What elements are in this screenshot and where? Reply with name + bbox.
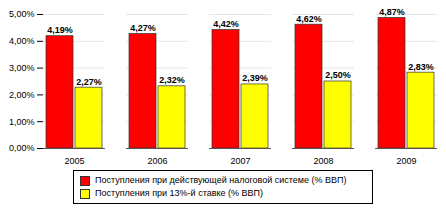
svg-text:4,19%: 4,19%	[47, 25, 73, 35]
svg-text:2,27%: 2,27%	[76, 77, 102, 87]
svg-text:3,00%: 3,00%	[9, 63, 35, 73]
svg-text:4,62%: 4,62%	[296, 14, 322, 24]
svg-text:1,00%: 1,00%	[9, 117, 35, 127]
svg-text:2,83%: 2,83%	[408, 62, 434, 72]
html-text:Поступления при действующей на: Поступления при действующей налоговой си…	[95, 175, 347, 185]
svg-text:2005: 2005	[64, 156, 84, 166]
svg-text:2009: 2009	[396, 156, 416, 166]
svg-text:2,39%: 2,39%	[242, 73, 268, 83]
svg-text:4,27%: 4,27%	[130, 23, 156, 33]
svg-text:2008: 2008	[313, 156, 333, 166]
svg-text:2,00%: 2,00%	[9, 90, 35, 100]
html-text:Поступления при 13%-й ставке (: Поступления при 13%-й ставке (% ВВП)	[95, 188, 263, 198]
svg-text:2,32%: 2,32%	[159, 75, 185, 85]
svg-text:2007: 2007	[230, 156, 250, 166]
svg-text:0,00%: 0,00%	[9, 143, 35, 153]
svg-text:2,50%: 2,50%	[325, 70, 351, 80]
svg-text:5,00%: 5,00%	[9, 9, 35, 19]
svg-text:4,00%: 4,00%	[9, 36, 35, 46]
svg-text:4,42%: 4,42%	[213, 19, 239, 29]
svg-text:2006: 2006	[147, 156, 167, 166]
svg-text:4,87%: 4,87%	[379, 7, 405, 17]
